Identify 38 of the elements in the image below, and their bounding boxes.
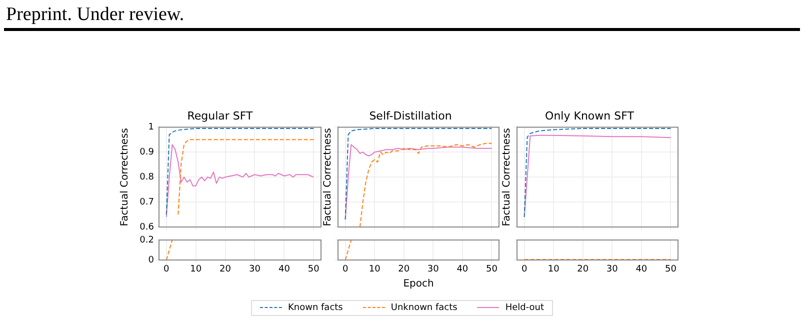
x-tick-label: 20 bbox=[398, 264, 410, 275]
y-axis-title: Factual Correctness bbox=[120, 128, 131, 226]
x-tick-label: 40 bbox=[636, 264, 648, 275]
x-tick-label: 0 bbox=[163, 264, 170, 275]
x-tick-label: 30 bbox=[427, 264, 440, 275]
x-tick-label: 40 bbox=[456, 264, 468, 275]
y-axis-title: Factual Correctness bbox=[502, 128, 513, 226]
x-tick-label: 50 bbox=[486, 264, 498, 275]
y-tick-label: 0.6 bbox=[140, 222, 154, 232]
y-tick-label: 0.2 bbox=[140, 235, 154, 246]
x-tick-label: 50 bbox=[308, 264, 320, 275]
x-axis-title: Epoch bbox=[403, 278, 434, 290]
chart-title: Self-Distillation bbox=[369, 109, 452, 122]
y-tick-label: 0.8 bbox=[140, 172, 154, 182]
x-tick-label: 10 bbox=[548, 264, 560, 275]
chart-title: Only Known SFT bbox=[545, 109, 634, 122]
legend-label: Held-out bbox=[505, 303, 544, 313]
y-tick-label: 0.7 bbox=[140, 197, 154, 208]
y-tick-label: 1 bbox=[148, 122, 154, 133]
y-tick-label: 0 bbox=[148, 255, 154, 266]
x-tick-label: 20 bbox=[220, 264, 232, 275]
x-tick-label: 0 bbox=[521, 264, 528, 275]
y-tick-label: 0.9 bbox=[140, 147, 154, 158]
x-tick-label: 0 bbox=[342, 264, 348, 275]
x-tick-label: 50 bbox=[664, 264, 677, 275]
line-series bbox=[178, 139, 314, 216]
text: Preprint. Under review. bbox=[6, 4, 184, 26]
x-tick-label: 30 bbox=[606, 264, 618, 275]
x-tick-label: 10 bbox=[190, 264, 202, 275]
line-series bbox=[166, 128, 314, 216]
x-tick-label: 20 bbox=[577, 264, 589, 275]
y-axis-title: Factual Correctness bbox=[322, 128, 334, 226]
legend-label: Unknown facts bbox=[390, 303, 458, 313]
legend-label: Known facts bbox=[288, 303, 343, 313]
x-tick-label: 30 bbox=[249, 264, 261, 275]
chart-title: Regular SFT bbox=[187, 109, 254, 122]
x-tick-label: 10 bbox=[368, 264, 381, 275]
x-tick-label: 40 bbox=[278, 264, 290, 275]
